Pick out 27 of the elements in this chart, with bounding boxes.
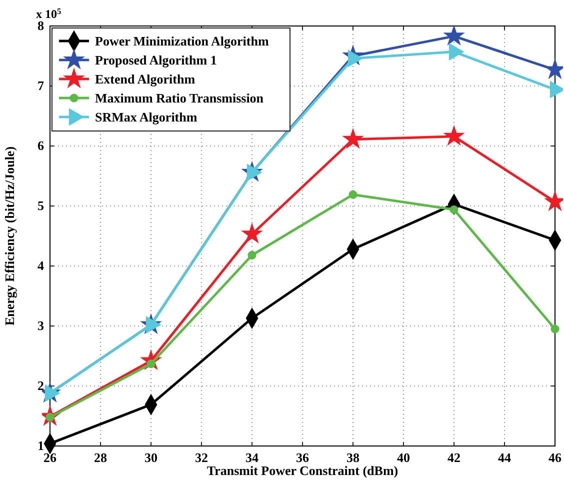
- x-tick-label: 44: [498, 450, 512, 465]
- y-tick-label: 7: [38, 78, 44, 93]
- x-tick-label: 36: [296, 450, 310, 465]
- x-tick-label: 32: [195, 450, 208, 465]
- x-tick-label: 42: [448, 450, 460, 465]
- x-axis-title: Transmit Power Constraint (dBm): [206, 463, 398, 478]
- y-tick-label: 1: [38, 438, 44, 453]
- x-tick-label: 30: [144, 450, 158, 465]
- y-tick-label: 2: [38, 378, 44, 393]
- x-tick-label: 34: [246, 450, 259, 465]
- legend-label: Proposed Algorithm 1: [95, 52, 217, 68]
- legend-label: Maximum Ratio Transmission: [95, 90, 264, 106]
- y-axis-title: Energy Efficiency (bit/Hz/Joule): [2, 146, 17, 326]
- legend-label: SRMax Algorithm: [95, 110, 198, 124]
- y-tick-label: 3: [38, 318, 44, 333]
- y-tick-label: 4: [38, 258, 44, 273]
- y-tick-label: 8: [38, 18, 44, 33]
- text: x 10$^{5}$: [36, 6, 62, 21]
- legend-label: Power Minimization Algorithm: [95, 34, 269, 48]
- legend-label: Extend Algorithm: [95, 72, 196, 86]
- x-tick-label: 26: [44, 450, 57, 465]
- x-tick-label: 46: [548, 450, 562, 465]
- x-tick-label: 28: [94, 450, 108, 465]
- x-tick-label: 40: [397, 450, 410, 465]
- y-tick-label: 5: [38, 198, 44, 213]
- y-tick-label: 6: [38, 138, 44, 153]
- x-tick-label: 38: [346, 450, 360, 465]
